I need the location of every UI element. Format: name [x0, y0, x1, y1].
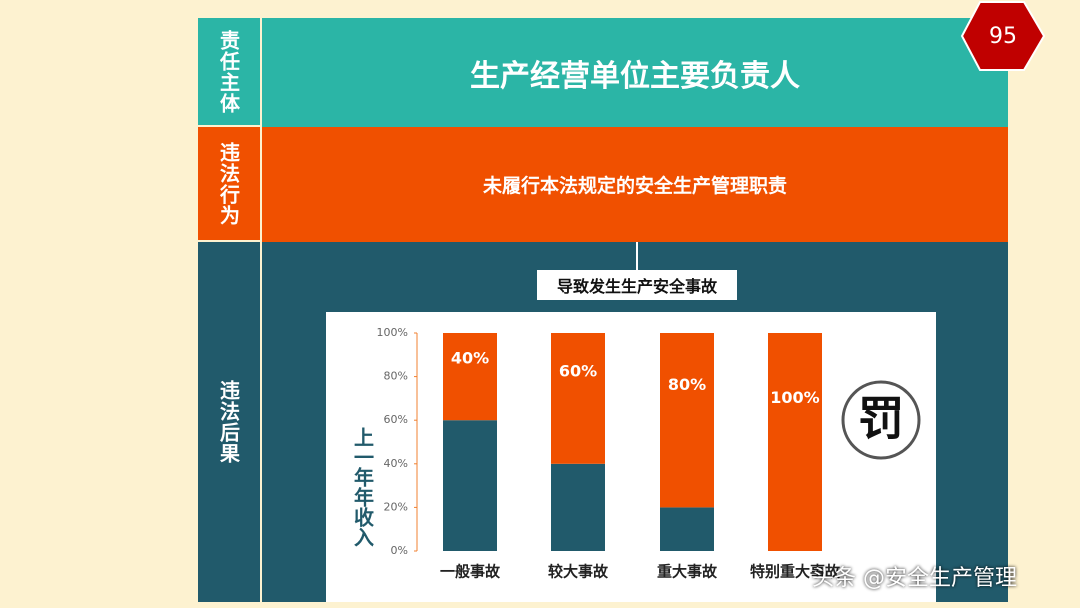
- x-tick-label: 重大事故: [657, 563, 718, 581]
- row-content: 未履行本法规定的安全生产管理职责: [262, 127, 1008, 242]
- value-label: 40%: [451, 349, 489, 368]
- bar-segment: [660, 333, 714, 508]
- x-tick-label: 一般事故: [440, 563, 501, 581]
- bar-segment: [660, 507, 714, 551]
- value-label: 80%: [668, 375, 706, 394]
- y-tick-label: 0%: [391, 544, 408, 557]
- x-tick-label: 较大事故: [548, 563, 609, 581]
- row-content: 生产经营单位主要负责人: [262, 18, 1008, 127]
- row-label: 违法后果: [198, 242, 262, 602]
- chart: 上一年年收入 罚 0% 20% 40% 60% 80% 100% 一般事故 40% 较大事故 60…: [351, 326, 921, 581]
- y-tick-label: 60%: [384, 413, 408, 426]
- icon-text: 罚: [858, 392, 904, 446]
- page-badge: 95: [960, 0, 1046, 71]
- badge-shape: [960, 0, 1046, 71]
- result-box: 导致发生生产安全事故: [537, 270, 737, 300]
- row-label: 违法行为: [198, 127, 262, 242]
- connector: [636, 242, 638, 272]
- x-tick-label: 特别重大事故: [750, 563, 841, 581]
- bar-segment: [443, 333, 497, 421]
- y-tick-label: 80%: [384, 370, 408, 383]
- y-axis-title: 上一年年收入: [351, 427, 375, 547]
- bar-segment: [551, 333, 605, 464]
- page-number: 95: [989, 24, 1017, 49]
- chart-box: [326, 312, 936, 602]
- value-label: 60%: [559, 362, 597, 381]
- icon-circle: [841, 380, 921, 460]
- bar-segment: [443, 420, 497, 551]
- value-label: 100%: [770, 388, 819, 407]
- y-tick-label: 20%: [384, 500, 408, 513]
- bar-segment: [551, 463, 605, 551]
- watermark: 头条 @安全生产管理: [812, 566, 1017, 591]
- y-tick-label: 40%: [384, 457, 408, 470]
- y-tick-label: 100%: [377, 326, 408, 339]
- row-label: 责任主体: [198, 18, 262, 127]
- bar-segment: [768, 333, 822, 551]
